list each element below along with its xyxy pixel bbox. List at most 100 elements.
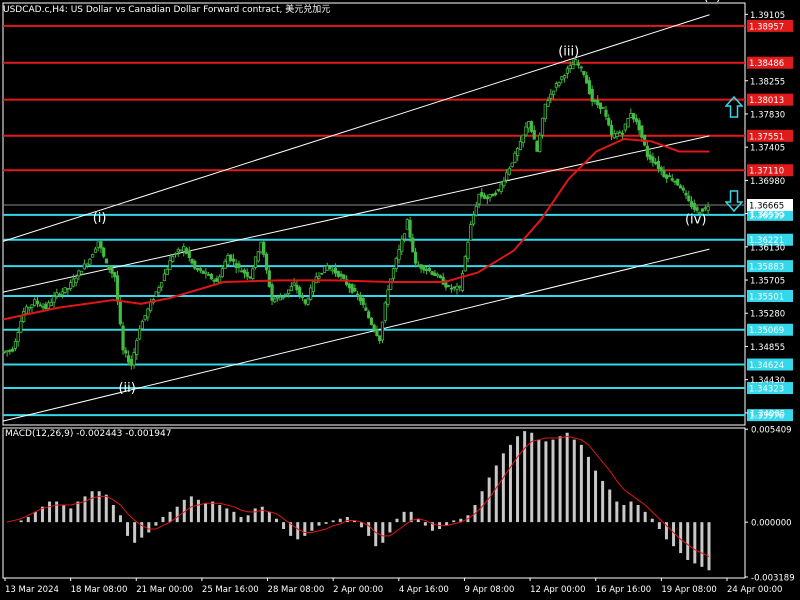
candle-body: [209, 273, 213, 280]
resistance-label-box: [747, 19, 793, 32]
candle-body: [408, 220, 412, 238]
candle-body: [298, 287, 302, 295]
candle-body: [195, 268, 200, 271]
channel-line: [2, 14, 710, 242]
candle-body: [179, 249, 183, 252]
candle-body: [665, 174, 669, 179]
price-tick-label: 1.34855: [750, 343, 785, 353]
support-label: 1.36221: [749, 236, 784, 246]
candle-body: [71, 278, 75, 287]
resistance-label-box: [747, 56, 793, 69]
candle-body: [601, 106, 605, 109]
candle-body: [527, 121, 531, 129]
candle-body: [165, 268, 169, 276]
candle-body: [107, 265, 111, 271]
candle-body: [557, 82, 561, 86]
price-tick-label: 1.36555: [750, 210, 785, 220]
candle-body: [554, 83, 558, 88]
chart-title: USDCAD.c,H4: US Dollar vs Canadian Dolla…: [3, 2, 330, 15]
candle-body: [143, 315, 147, 320]
macd-panel-border: [2, 427, 746, 579]
candle-body: [441, 276, 445, 285]
candle-body: [289, 285, 293, 291]
candle-body: [132, 352, 136, 366]
candle-body: [344, 279, 349, 285]
candle-body: [640, 125, 644, 138]
support-label: 1.35069: [749, 326, 784, 336]
candle-body: [220, 268, 224, 277]
macd-title: MACD(12,26,9) -0.002443 -0.001947: [5, 429, 172, 439]
candle-body: [226, 255, 230, 265]
candle-body: [593, 100, 597, 102]
candle-body: [270, 284, 274, 301]
candle-body: [30, 304, 34, 308]
candle-body: [11, 348, 15, 352]
candle-body: [356, 293, 360, 297]
candle-body: [74, 277, 78, 284]
candle-body: [524, 126, 528, 136]
candle-body: [22, 311, 26, 322]
candle-body: [676, 178, 680, 186]
candle-body: [303, 299, 307, 304]
candle-body: [485, 196, 489, 200]
price-levels: 1.38957 1.38486 1.38013 1.37551 1.37110 1.365…: [3, 19, 793, 422]
candle-body: [85, 263, 89, 267]
candle-body: [69, 282, 73, 289]
candle-body: [667, 175, 672, 178]
candle-body: [615, 133, 619, 137]
resistance-label-box: [747, 129, 793, 142]
candle-body: [452, 286, 456, 289]
candle-body: [455, 285, 459, 290]
trend-channels: [2, 14, 710, 422]
candle-body: [656, 160, 661, 169]
wave-labels: (i) (ii) (iii) (iv) (v): [93, 0, 721, 396]
time-tick-label: 25 Mar 16:00: [202, 585, 259, 595]
candle-body: [529, 121, 534, 132]
candle-body: [339, 273, 343, 277]
candle-body: [350, 284, 354, 293]
price-tick-label: 1.34005: [750, 409, 785, 419]
support-label-box: [747, 409, 793, 422]
candle-body: [565, 68, 569, 74]
candle-body: [253, 256, 258, 268]
candle-body: [471, 214, 476, 225]
time-axis: 13 Mar 2024 18 Mar 08:00 21 Mar 00:00 25 Ma…: [4, 578, 782, 595]
candle-body: [212, 279, 216, 282]
support-label-box: [747, 208, 793, 221]
candle-body: [60, 291, 64, 295]
wave-label: (iii): [558, 44, 579, 59]
candle-body: [251, 268, 255, 279]
price-axis: 1.39105 1.38255 1.37830 1.37405 1.36980 1.365…: [745, 11, 785, 419]
candle-body: [425, 269, 429, 271]
candle-body: [620, 132, 625, 135]
candle-body: [618, 131, 622, 134]
candle-body: [458, 285, 462, 288]
candle-body: [436, 274, 440, 277]
candle-body: [549, 93, 553, 99]
candle-body: [477, 193, 481, 205]
candle-body: [546, 100, 550, 107]
candle-body: [491, 193, 495, 197]
candle-body: [13, 341, 18, 349]
candle-body: [474, 205, 478, 216]
candle-body: [571, 64, 575, 70]
candle-body: [405, 219, 409, 230]
candle-body: [292, 282, 296, 286]
candle-body: [96, 241, 100, 248]
candle-body: [187, 250, 191, 258]
candle-body: [480, 192, 484, 197]
candle-body: [229, 254, 233, 262]
support-label: 1.36539: [749, 211, 784, 221]
symbol-label: USDCAD.c,H4:: [3, 5, 68, 15]
candle-body: [521, 134, 525, 144]
candle-body: [576, 63, 580, 66]
price-tick-label: 1.36130: [750, 243, 785, 253]
candle-body: [88, 258, 92, 265]
candle-body: [703, 207, 707, 210]
candle-body: [16, 332, 20, 342]
candle-body: [171, 256, 175, 262]
candle-body: [93, 248, 98, 253]
candle-body: [218, 276, 222, 283]
candle-body: [422, 265, 426, 271]
candle-body: [551, 90, 556, 95]
